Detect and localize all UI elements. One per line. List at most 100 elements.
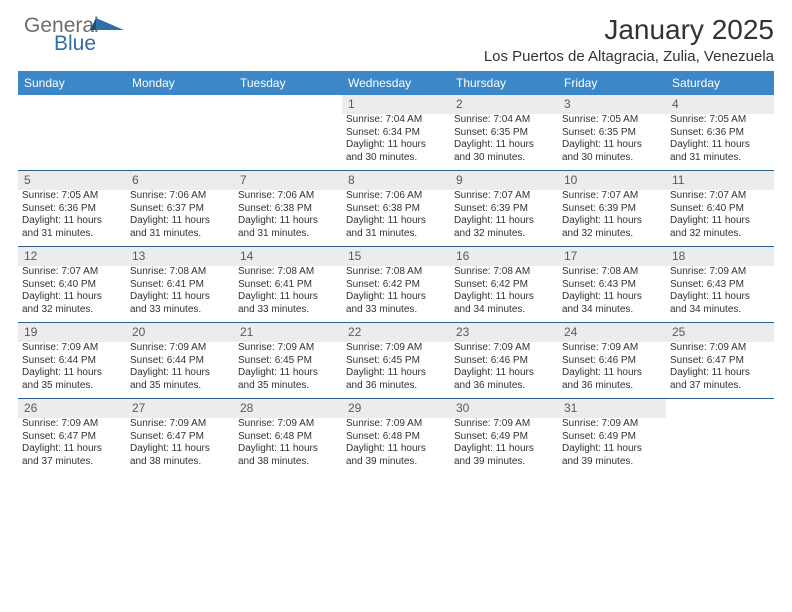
day-content-cell: Sunrise: 7:06 AMSunset: 6:37 PMDaylight:… <box>126 190 234 247</box>
day-number-cell: 28 <box>234 399 342 419</box>
daylight-text: and 32 minutes. <box>670 228 770 241</box>
daylight-text: Daylight: 11 hours <box>346 367 446 380</box>
day-content-row: Sunrise: 7:09 AM Sunset: 6:47 PM Daylight:… <box>18 418 774 474</box>
sunrise-text: Sunrise: 7:08 AM <box>130 266 230 279</box>
daylight-text: Daylight: 11 hours <box>562 367 662 380</box>
day-number-cell: 31 <box>558 399 666 419</box>
day-content-row: Sunrise: 7:09 AMSunset: 6:44 PMDaylight:… <box>18 342 774 399</box>
sunset-text: Sunset: 6:43 PM <box>670 279 770 292</box>
day-number-cell: 25 <box>666 323 774 343</box>
day-content-cell: Sunrise: 7:09 AMSunset: 6:48 PMDaylight:… <box>234 418 342 474</box>
day-content-row: Sunrise: 7:05 AMSunset: 6:36 PMDaylight:… <box>18 190 774 247</box>
sunset-text: Sunset: 6:35 PM <box>562 127 662 140</box>
sunrise-text: Sunrise: 7:04 AM <box>454 114 554 127</box>
sunrise-text: Sunrise: 7:09 AM <box>454 418 554 431</box>
daylight-text: Daylight: 11 hours <box>670 215 770 228</box>
day-content-cell: Sunrise: 7:06 AMSunset: 6:38 PMDaylight:… <box>234 190 342 247</box>
day-number-cell: 29 <box>342 399 450 419</box>
day-number-cell: 19 <box>18 323 126 343</box>
day-number-cell: 17 <box>558 247 666 267</box>
daylight-text: Daylight: 11 hours <box>238 291 338 304</box>
day-content-cell: Sunrise: 7:09 AMSunset: 6:46 PMDaylight:… <box>558 342 666 399</box>
sunset-text: Sunset: 6:40 PM <box>22 279 122 292</box>
sunrise-text: Sunrise: 7:09 AM <box>562 418 662 431</box>
sunrise-text: Sunrise: 7:09 AM <box>346 342 446 355</box>
daylight-text: Daylight: 11 hours <box>562 215 662 228</box>
sunset-text: Sunset: 6:46 PM <box>562 355 662 368</box>
daylight-text: and 31 minutes. <box>238 228 338 241</box>
weekday-header: Tuesday <box>234 71 342 95</box>
daylight-text: Daylight: 11 hours <box>130 291 230 304</box>
day-content-cell: Sunrise: 7:07 AMSunset: 6:39 PMDaylight:… <box>450 190 558 247</box>
daylight-text: Daylight: 11 hours <box>562 443 662 456</box>
daylight-text: Daylight: 11 hours <box>670 291 770 304</box>
calendar-table: SundayMondayTuesdayWednesdayThursdayFrid… <box>18 71 774 474</box>
day-content-cell: Sunrise: 7:06 AMSunset: 6:38 PMDaylight:… <box>342 190 450 247</box>
daylight-text: Daylight: 11 hours <box>22 291 122 304</box>
daylight-text: and 32 minutes. <box>22 304 122 317</box>
day-content-cell: Sunrise: 7:09 AMSunset: 6:47 PMDaylight:… <box>666 342 774 399</box>
daylight-text: and 35 minutes. <box>22 380 122 393</box>
day-number-cell: 15 <box>342 247 450 267</box>
daylight-text: Daylight: 11 hours <box>454 291 554 304</box>
daylight-text: Daylight: 11 hours <box>670 367 770 380</box>
sunset-text: Sunset: 6:41 PM <box>130 279 230 292</box>
day-content-cell: Sunrise: 7:04 AMSunset: 6:34 PMDaylight:… <box>342 114 450 171</box>
sunset-text: Sunset: 6:42 PM <box>346 279 446 292</box>
day-content-cell: Sunrise: 7:09 AMSunset: 6:47 PMDaylight:… <box>126 418 234 474</box>
daylight-text: Daylight: 11 hours <box>670 139 770 152</box>
day-content-cell: Sunrise: 7:07 AMSunset: 6:40 PMDaylight:… <box>666 190 774 247</box>
weekday-header: Monday <box>126 71 234 95</box>
sunset-text: Sunset: 6:44 PM <box>22 355 122 368</box>
daylight-text: Daylight: 11 hours <box>22 367 122 380</box>
sunset-text: Sunset: 6:46 PM <box>454 355 554 368</box>
sunset-text: Sunset: 6:35 PM <box>454 127 554 140</box>
day-number-cell: 24 <box>558 323 666 343</box>
sunrise-text: Sunrise: 7:08 AM <box>562 266 662 279</box>
daynum-row: 12131415161718 <box>18 247 774 267</box>
daylight-text: Daylight: 11 hours <box>454 443 554 456</box>
day-content-cell: Sunrise: 7:07 AMSunset: 6:40 PMDaylight:… <box>18 266 126 323</box>
day-content-cell: Sunrise: 7:05 AMSunset: 6:36 PMDaylight:… <box>666 114 774 171</box>
sunset-text: Sunset: 6:36 PM <box>670 127 770 140</box>
day-number-cell: 23 <box>450 323 558 343</box>
day-content-cell <box>666 418 774 474</box>
day-content-cell: Sunrise: 7:08 AMSunset: 6:43 PMDaylight:… <box>558 266 666 323</box>
month-title: January 2025 <box>18 14 774 46</box>
daynum-row: 567891011 <box>18 171 774 191</box>
sunrise-text: Sunrise: 7:09 AM <box>562 342 662 355</box>
sunrise-text: Sunrise: 7:08 AM <box>346 266 446 279</box>
sunset-text: Sunset: 6:47 PM <box>130 431 230 444</box>
day-number-cell: 3 <box>558 95 666 114</box>
day-content-cell: Sunrise: 7:08 AMSunset: 6:41 PMDaylight:… <box>126 266 234 323</box>
daylight-text: Daylight: 11 hours <box>346 139 446 152</box>
sunrise-text: Sunrise: 7:09 AM <box>22 418 122 431</box>
day-content-cell <box>126 114 234 171</box>
daylight-text: Daylight: 11 hours <box>22 215 122 228</box>
day-content-cell: Sunrise: 7:08 AMSunset: 6:42 PMDaylight:… <box>450 266 558 323</box>
daylight-text: and 31 minutes. <box>670 152 770 165</box>
daylight-text: and 36 minutes. <box>454 380 554 393</box>
day-number-cell: 10 <box>558 171 666 191</box>
sunset-text: Sunset: 6:42 PM <box>454 279 554 292</box>
sunset-text: Sunset: 6:39 PM <box>454 203 554 216</box>
daylight-text: and 33 minutes. <box>238 304 338 317</box>
day-content-cell: Sunrise: 7:09 AMSunset: 6:47 PMDaylight:… <box>18 418 126 474</box>
day-content-cell <box>234 114 342 171</box>
day-content-cell: Sunrise: 7:09 AMSunset: 6:46 PMDaylight:… <box>450 342 558 399</box>
daylight-text: and 30 minutes. <box>346 152 446 165</box>
daylight-text: and 30 minutes. <box>562 152 662 165</box>
day-number-cell: 6 <box>126 171 234 191</box>
sunset-text: Sunset: 6:34 PM <box>346 127 446 140</box>
daylight-text: Daylight: 11 hours <box>130 215 230 228</box>
weekday-header: Friday <box>558 71 666 95</box>
daylight-text: Daylight: 11 hours <box>454 215 554 228</box>
sunrise-text: Sunrise: 7:09 AM <box>238 418 338 431</box>
daylight-text: and 33 minutes. <box>130 304 230 317</box>
day-number-cell: 27 <box>126 399 234 419</box>
daynum-row: 19202122232425 <box>18 323 774 343</box>
day-content-cell: Sunrise: 7:09 AMSunset: 6:49 PMDaylight:… <box>558 418 666 474</box>
day-number-cell: 9 <box>450 171 558 191</box>
day-content-cell: Sunrise: 7:07 AMSunset: 6:39 PMDaylight:… <box>558 190 666 247</box>
day-number-cell: 26 <box>18 399 126 419</box>
